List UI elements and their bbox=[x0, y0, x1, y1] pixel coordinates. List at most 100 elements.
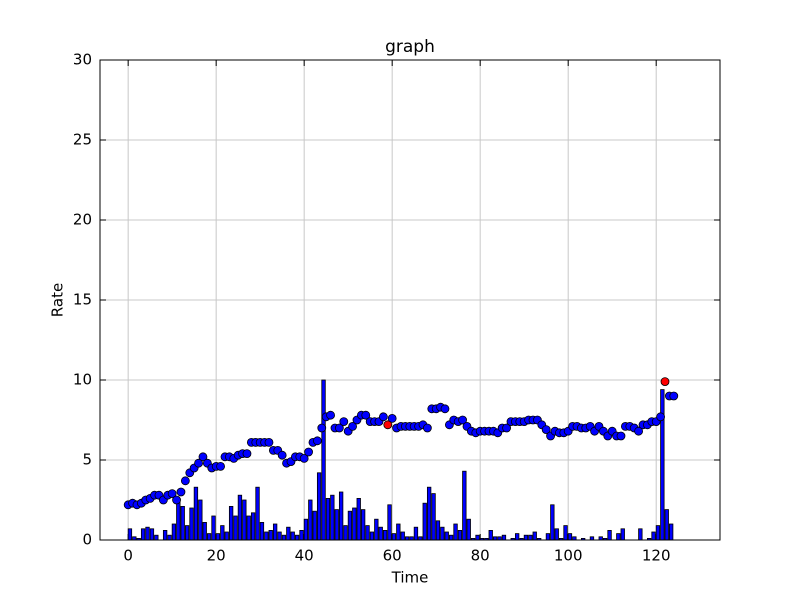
bar bbox=[334, 509, 339, 541]
bar bbox=[352, 507, 357, 541]
scatter-point bbox=[194, 458, 203, 468]
scatter-point bbox=[422, 423, 432, 433]
scatter-point bbox=[502, 423, 511, 433]
bar bbox=[149, 528, 155, 541]
bar bbox=[312, 510, 317, 541]
bar bbox=[308, 499, 313, 541]
bar bbox=[655, 525, 661, 541]
bar bbox=[167, 534, 172, 541]
bar bbox=[378, 526, 383, 541]
bar bbox=[453, 523, 458, 541]
bar bbox=[272, 523, 278, 541]
x-tick-label: 100 bbox=[554, 547, 583, 565]
bar bbox=[668, 523, 674, 541]
bar bbox=[462, 470, 467, 541]
bar bbox=[391, 533, 397, 541]
bar bbox=[567, 533, 573, 541]
y-tick-label: 5 bbox=[82, 451, 92, 469]
bar bbox=[616, 533, 621, 541]
bar bbox=[193, 486, 199, 541]
scatter-point bbox=[616, 431, 626, 441]
bar bbox=[246, 515, 251, 541]
bar bbox=[162, 530, 168, 541]
bar bbox=[448, 534, 454, 541]
scatter-point bbox=[242, 449, 252, 459]
bar bbox=[294, 534, 300, 541]
bar bbox=[290, 531, 295, 541]
bar bbox=[356, 497, 361, 541]
x-tick-label: 40 bbox=[295, 547, 314, 565]
x-axis-label: Time bbox=[391, 569, 429, 587]
bar bbox=[184, 525, 190, 541]
scatter-point bbox=[277, 450, 287, 460]
bar bbox=[286, 526, 291, 541]
bar bbox=[206, 533, 212, 541]
scatter-point bbox=[348, 421, 357, 431]
scatter-point bbox=[216, 461, 225, 471]
bar bbox=[413, 526, 419, 541]
bar bbox=[338, 491, 344, 541]
bar bbox=[387, 504, 392, 541]
bar bbox=[255, 486, 260, 541]
y-tick-label: 0 bbox=[82, 531, 92, 549]
y-tick-label: 30 bbox=[73, 51, 92, 69]
bar bbox=[325, 497, 331, 541]
bar bbox=[457, 530, 463, 541]
y-tick-label: 10 bbox=[73, 371, 92, 389]
bar bbox=[550, 504, 555, 541]
bar bbox=[316, 472, 322, 541]
bar bbox=[281, 534, 287, 541]
scatter-point bbox=[383, 420, 393, 430]
bar bbox=[396, 523, 401, 541]
bar bbox=[189, 507, 194, 541]
bar bbox=[660, 389, 665, 541]
scatter-point bbox=[458, 415, 467, 425]
bar bbox=[360, 509, 366, 541]
bar bbox=[523, 534, 529, 541]
bar bbox=[264, 531, 269, 541]
scatter-point bbox=[660, 377, 670, 387]
bar bbox=[664, 509, 669, 541]
bar bbox=[466, 518, 471, 541]
bar bbox=[268, 530, 273, 541]
bar bbox=[369, 531, 375, 541]
bar bbox=[347, 510, 353, 541]
scatter-point bbox=[312, 436, 322, 446]
bar bbox=[215, 533, 221, 541]
bar bbox=[180, 505, 185, 541]
bar bbox=[501, 534, 507, 541]
bar bbox=[365, 525, 370, 541]
bar bbox=[651, 531, 656, 541]
x-tick-label: 20 bbox=[207, 547, 226, 565]
bar bbox=[514, 533, 520, 541]
scatter-point bbox=[541, 425, 551, 435]
scatter-point bbox=[387, 413, 397, 423]
bar bbox=[343, 525, 348, 541]
bar bbox=[299, 530, 304, 541]
bar bbox=[607, 530, 612, 541]
bar bbox=[211, 515, 216, 541]
bar bbox=[171, 523, 177, 541]
scatter-point bbox=[669, 391, 679, 401]
scatter-point bbox=[180, 476, 190, 486]
bar bbox=[488, 530, 493, 541]
bar bbox=[563, 525, 568, 541]
plot-frame bbox=[99, 59, 721, 541]
bar bbox=[422, 502, 427, 541]
scatter-point bbox=[167, 489, 177, 499]
chart-title: graph bbox=[385, 37, 435, 57]
scatter-point bbox=[656, 412, 665, 422]
y-axis-label: Rate bbox=[49, 283, 67, 317]
bar bbox=[140, 528, 146, 541]
bar bbox=[532, 531, 537, 541]
scatter-point bbox=[634, 426, 643, 436]
x-tick-label: 80 bbox=[471, 547, 490, 565]
bar bbox=[400, 531, 405, 541]
scatter-point bbox=[317, 423, 327, 433]
bar bbox=[475, 534, 480, 541]
bar bbox=[440, 526, 445, 541]
bar bbox=[554, 528, 559, 541]
scatter-point bbox=[304, 447, 313, 457]
